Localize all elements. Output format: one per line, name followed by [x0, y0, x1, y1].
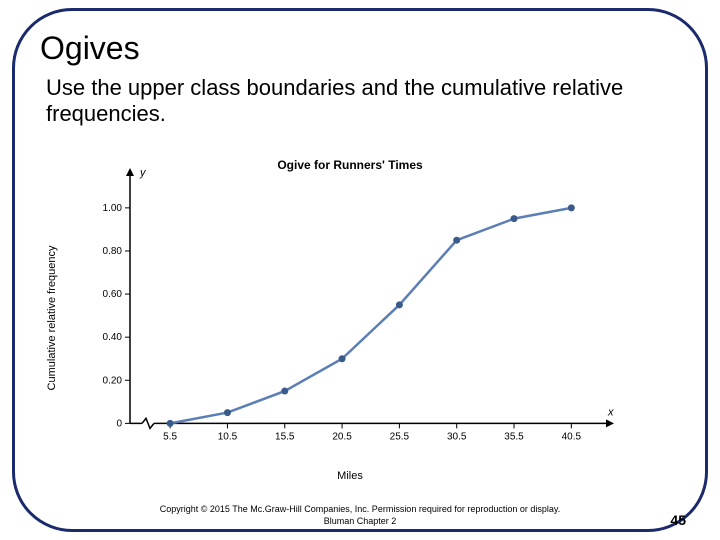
svg-text:10.5: 10.5	[218, 431, 238, 442]
svg-text:0.40: 0.40	[103, 332, 123, 343]
chart-xlabel: Miles	[70, 470, 630, 482]
copyright-text: Copyright © 2015 The Mc.Graw-Hill Compan…	[0, 504, 720, 514]
ogive-chart: Ogive for Runners' Times Cumulative rela…	[70, 158, 630, 478]
svg-text:35.5: 35.5	[504, 431, 524, 442]
chapter-text: Bluman Chapter 2	[0, 516, 720, 526]
slide-content: Ogives Use the upper class boundaries an…	[40, 30, 680, 128]
svg-text:0.60: 0.60	[103, 289, 123, 300]
page-title: Ogives	[40, 30, 680, 67]
svg-text:1.00: 1.00	[103, 203, 123, 214]
page-subtitle: Use the upper class boundaries and the c…	[46, 75, 680, 128]
chart-title: Ogive for Runners' Times	[70, 158, 630, 172]
svg-text:0.80: 0.80	[103, 246, 123, 257]
svg-text:40.5: 40.5	[562, 431, 582, 442]
svg-text:15.5: 15.5	[275, 431, 295, 442]
svg-text:25.5: 25.5	[390, 431, 410, 442]
svg-text:5.5: 5.5	[163, 431, 177, 442]
page-number: 45	[670, 512, 686, 528]
chart-svg: yx00.200.400.600.801.005.510.515.520.525…	[70, 158, 630, 468]
svg-text:0: 0	[116, 418, 122, 429]
svg-text:0.20: 0.20	[103, 375, 123, 386]
svg-text:30.5: 30.5	[447, 431, 467, 442]
chart-ylabel: Cumulative relative frequency	[46, 246, 58, 391]
svg-text:20.5: 20.5	[332, 431, 352, 442]
svg-text:x: x	[607, 406, 614, 418]
